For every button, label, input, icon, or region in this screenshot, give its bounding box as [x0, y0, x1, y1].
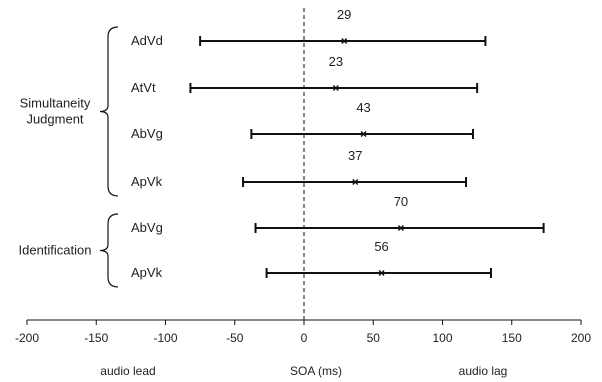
- center-marker: [378, 270, 385, 276]
- row-label: AdVd: [131, 33, 163, 48]
- group-brace-0: [99, 26, 119, 197]
- group-label-1: Identification: [19, 243, 92, 258]
- marker-stroke-b: [360, 131, 367, 137]
- row-apvk-3: ApVk 37: [131, 148, 468, 189]
- value-label: 70: [394, 194, 408, 209]
- x-tick-label: -200: [15, 331, 39, 345]
- row-apvk-5: ApVk 56: [131, 239, 492, 280]
- row-label: ApVk: [131, 265, 163, 280]
- row-label: ApVk: [131, 174, 163, 189]
- group-label-line: Simultaneity: [20, 96, 91, 111]
- marker-stroke-b: [341, 38, 348, 44]
- x-label-audio-lead: audio lead: [100, 364, 155, 378]
- x-tick-label: 200: [571, 331, 591, 345]
- center-marker: [352, 179, 359, 185]
- x-tick-label: -150: [84, 331, 108, 345]
- center-marker: [341, 38, 348, 44]
- x-tick-label: 0: [301, 331, 308, 345]
- marker-stroke-b: [332, 85, 339, 91]
- center-marker: [360, 131, 367, 137]
- marker-stroke-b: [378, 270, 385, 276]
- x-tick-label: -100: [153, 331, 177, 345]
- value-label: 37: [348, 148, 362, 163]
- row-label: AbVg: [131, 126, 163, 141]
- x-tick-label: -50: [226, 331, 244, 345]
- value-label: 29: [337, 7, 351, 22]
- marker-stroke-b: [397, 225, 404, 231]
- row-label: AtVt: [131, 80, 156, 95]
- value-label: 43: [356, 100, 370, 115]
- row-layer: AdVd 29 AtVt 23 AbVg 43 ApVk 37 AbVg 70 ApVk 56: [131, 7, 545, 280]
- group-label-line: Identification: [19, 243, 92, 258]
- x-tick-label: 150: [502, 331, 522, 345]
- value-label: 23: [329, 54, 343, 69]
- x-label-soa: SOA (ms): [290, 364, 342, 378]
- group-brace-layer: [99, 26, 119, 288]
- x-tick-label: 50: [367, 331, 381, 345]
- row-abvg-2: AbVg 43: [131, 100, 474, 141]
- x-axis: -200 -150 -100 -50 0 50 100 150 200: [15, 319, 591, 345]
- group-brace-1: [99, 213, 119, 288]
- center-marker: [397, 225, 404, 231]
- x-axis-footer-labels: audio lead SOA (ms) audio lag: [100, 364, 507, 378]
- row-atvt-1: AtVt 23: [131, 54, 479, 95]
- group-label-line: Judgment: [26, 112, 83, 127]
- row-advd-0: AdVd 29: [131, 7, 487, 48]
- x-tick-label: 100: [432, 331, 452, 345]
- center-marker: [332, 85, 339, 91]
- value-label: 56: [374, 239, 388, 254]
- x-label-audio-lag: audio lag: [459, 364, 508, 378]
- row-label: AbVg: [131, 220, 163, 235]
- marker-stroke-b: [352, 179, 359, 185]
- row-abvg-4: AbVg 70: [131, 194, 545, 235]
